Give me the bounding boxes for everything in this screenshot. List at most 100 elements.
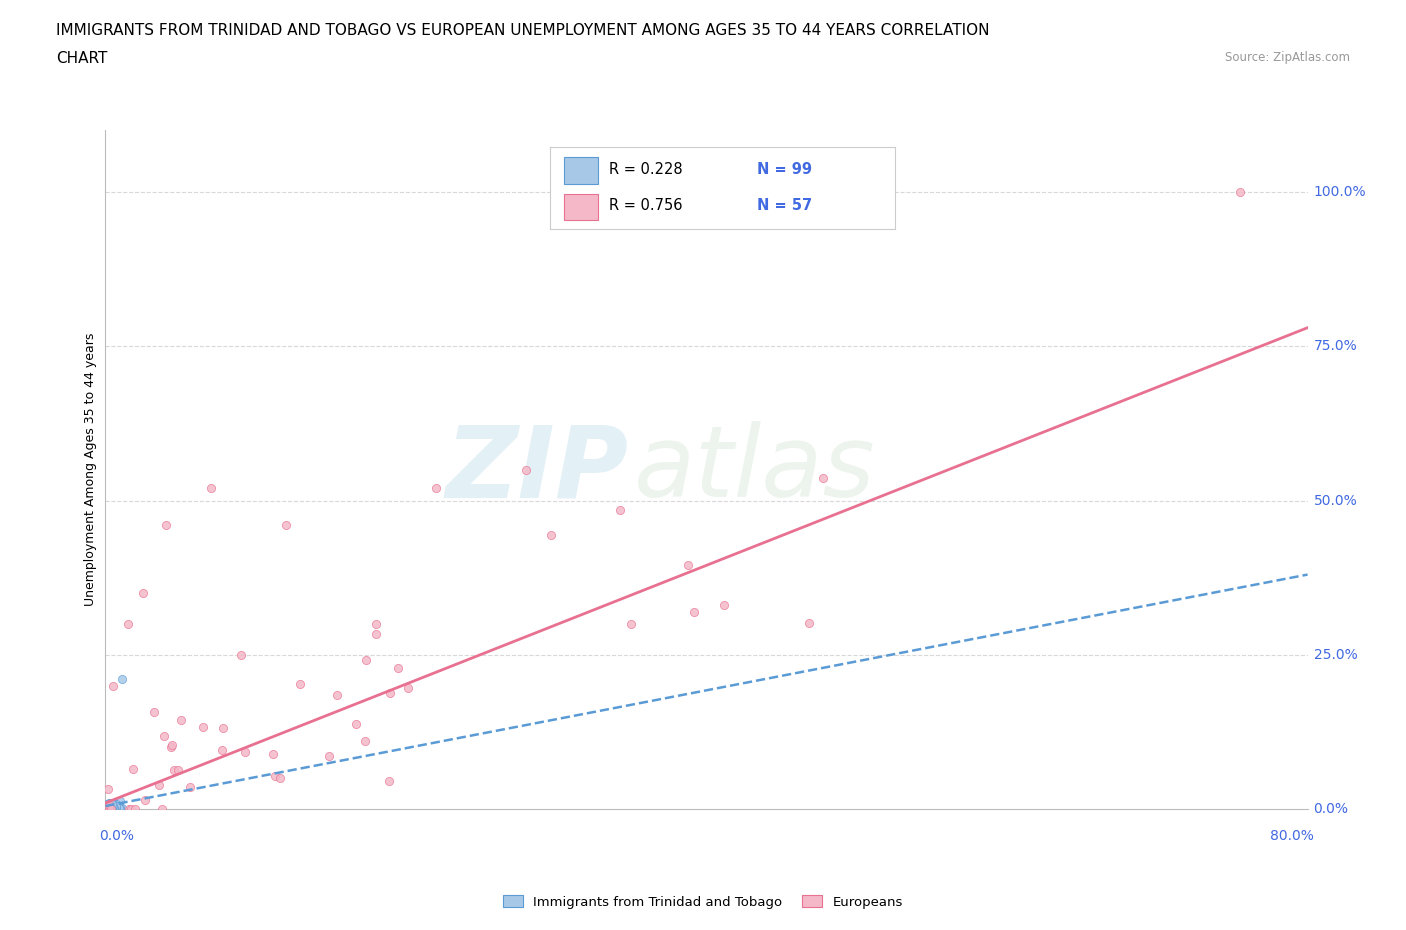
Point bbox=[150, 802, 173, 817]
Point bbox=[98, 802, 121, 817]
Point bbox=[108, 800, 131, 815]
Point bbox=[797, 616, 820, 631]
Point bbox=[98, 801, 121, 816]
Point bbox=[364, 617, 387, 631]
Point bbox=[212, 721, 235, 736]
Point bbox=[105, 800, 128, 815]
Point bbox=[94, 798, 117, 813]
Point bbox=[100, 801, 122, 816]
Text: 0.0%: 0.0% bbox=[1313, 802, 1348, 817]
Point bbox=[97, 781, 120, 796]
Point bbox=[97, 795, 120, 810]
Point bbox=[288, 677, 311, 692]
Point bbox=[94, 801, 117, 816]
Point bbox=[354, 653, 377, 668]
Point bbox=[104, 802, 127, 817]
Point bbox=[97, 802, 120, 817]
Point bbox=[100, 801, 122, 816]
Point bbox=[98, 802, 121, 817]
Point bbox=[262, 747, 284, 762]
Point bbox=[104, 800, 127, 815]
Point bbox=[96, 801, 118, 816]
Point bbox=[101, 800, 124, 815]
Point bbox=[354, 734, 377, 749]
Point bbox=[96, 802, 118, 817]
Point bbox=[200, 481, 222, 496]
Point bbox=[264, 769, 287, 784]
Point bbox=[98, 801, 121, 816]
Point bbox=[100, 801, 122, 816]
Text: R = 0.228: R = 0.228 bbox=[609, 162, 682, 178]
Point bbox=[108, 801, 131, 816]
Point bbox=[100, 797, 122, 812]
Point bbox=[425, 481, 447, 496]
Point bbox=[97, 800, 120, 815]
Point bbox=[103, 795, 125, 810]
Point bbox=[97, 802, 120, 817]
Point bbox=[98, 796, 121, 811]
Point bbox=[515, 462, 537, 477]
Point bbox=[96, 802, 118, 817]
Point bbox=[100, 801, 122, 816]
Point bbox=[96, 802, 118, 817]
FancyBboxPatch shape bbox=[564, 157, 599, 183]
Point bbox=[179, 779, 201, 794]
Point bbox=[98, 797, 121, 812]
Point bbox=[103, 802, 125, 817]
Point bbox=[378, 685, 401, 700]
Point bbox=[682, 604, 704, 619]
Point bbox=[97, 801, 120, 816]
Y-axis label: Unemployment Among Ages 35 to 44 years: Unemployment Among Ages 35 to 44 years bbox=[84, 333, 97, 606]
Point bbox=[211, 743, 233, 758]
Point bbox=[108, 793, 131, 808]
Point bbox=[366, 627, 388, 642]
Point bbox=[98, 802, 121, 817]
Point bbox=[103, 797, 125, 812]
Point bbox=[620, 617, 643, 631]
Point bbox=[98, 801, 121, 816]
Point bbox=[396, 680, 419, 695]
Point bbox=[97, 801, 120, 816]
Text: 100.0%: 100.0% bbox=[1313, 185, 1367, 199]
Point bbox=[387, 660, 409, 675]
Point bbox=[166, 763, 188, 777]
Point bbox=[124, 802, 146, 817]
Point bbox=[97, 797, 120, 812]
Point bbox=[120, 802, 142, 817]
Point bbox=[101, 802, 124, 817]
Point bbox=[676, 557, 699, 572]
Point bbox=[107, 800, 129, 815]
Point bbox=[100, 802, 122, 817]
Point bbox=[103, 800, 125, 815]
Text: 50.0%: 50.0% bbox=[1313, 494, 1357, 508]
Point bbox=[101, 797, 124, 812]
Point bbox=[98, 801, 121, 816]
Point bbox=[103, 801, 125, 816]
Text: 0.0%: 0.0% bbox=[100, 830, 135, 844]
Point bbox=[148, 777, 170, 792]
Text: ZIP: ZIP bbox=[446, 421, 628, 518]
Point bbox=[96, 799, 118, 814]
Text: N = 99: N = 99 bbox=[756, 162, 811, 178]
Point bbox=[100, 798, 122, 813]
Point bbox=[229, 647, 252, 662]
Point bbox=[97, 802, 120, 817]
Point bbox=[170, 712, 193, 727]
Text: IMMIGRANTS FROM TRINIDAD AND TOBAGO VS EUROPEAN UNEMPLOYMENT AMONG AGES 35 TO 44: IMMIGRANTS FROM TRINIDAD AND TOBAGO VS E… bbox=[56, 23, 990, 38]
Point bbox=[98, 800, 121, 815]
Point bbox=[100, 802, 122, 817]
Point bbox=[94, 801, 117, 816]
Point bbox=[134, 792, 156, 807]
Point bbox=[111, 672, 134, 687]
Point bbox=[94, 801, 117, 816]
Point bbox=[111, 800, 134, 815]
Point bbox=[813, 471, 835, 485]
Point bbox=[191, 720, 214, 735]
Point bbox=[318, 749, 340, 764]
Point bbox=[160, 737, 183, 752]
Point bbox=[378, 774, 401, 789]
Text: 75.0%: 75.0% bbox=[1313, 339, 1357, 353]
Point bbox=[96, 800, 118, 815]
Point bbox=[153, 729, 176, 744]
Point bbox=[97, 801, 120, 816]
